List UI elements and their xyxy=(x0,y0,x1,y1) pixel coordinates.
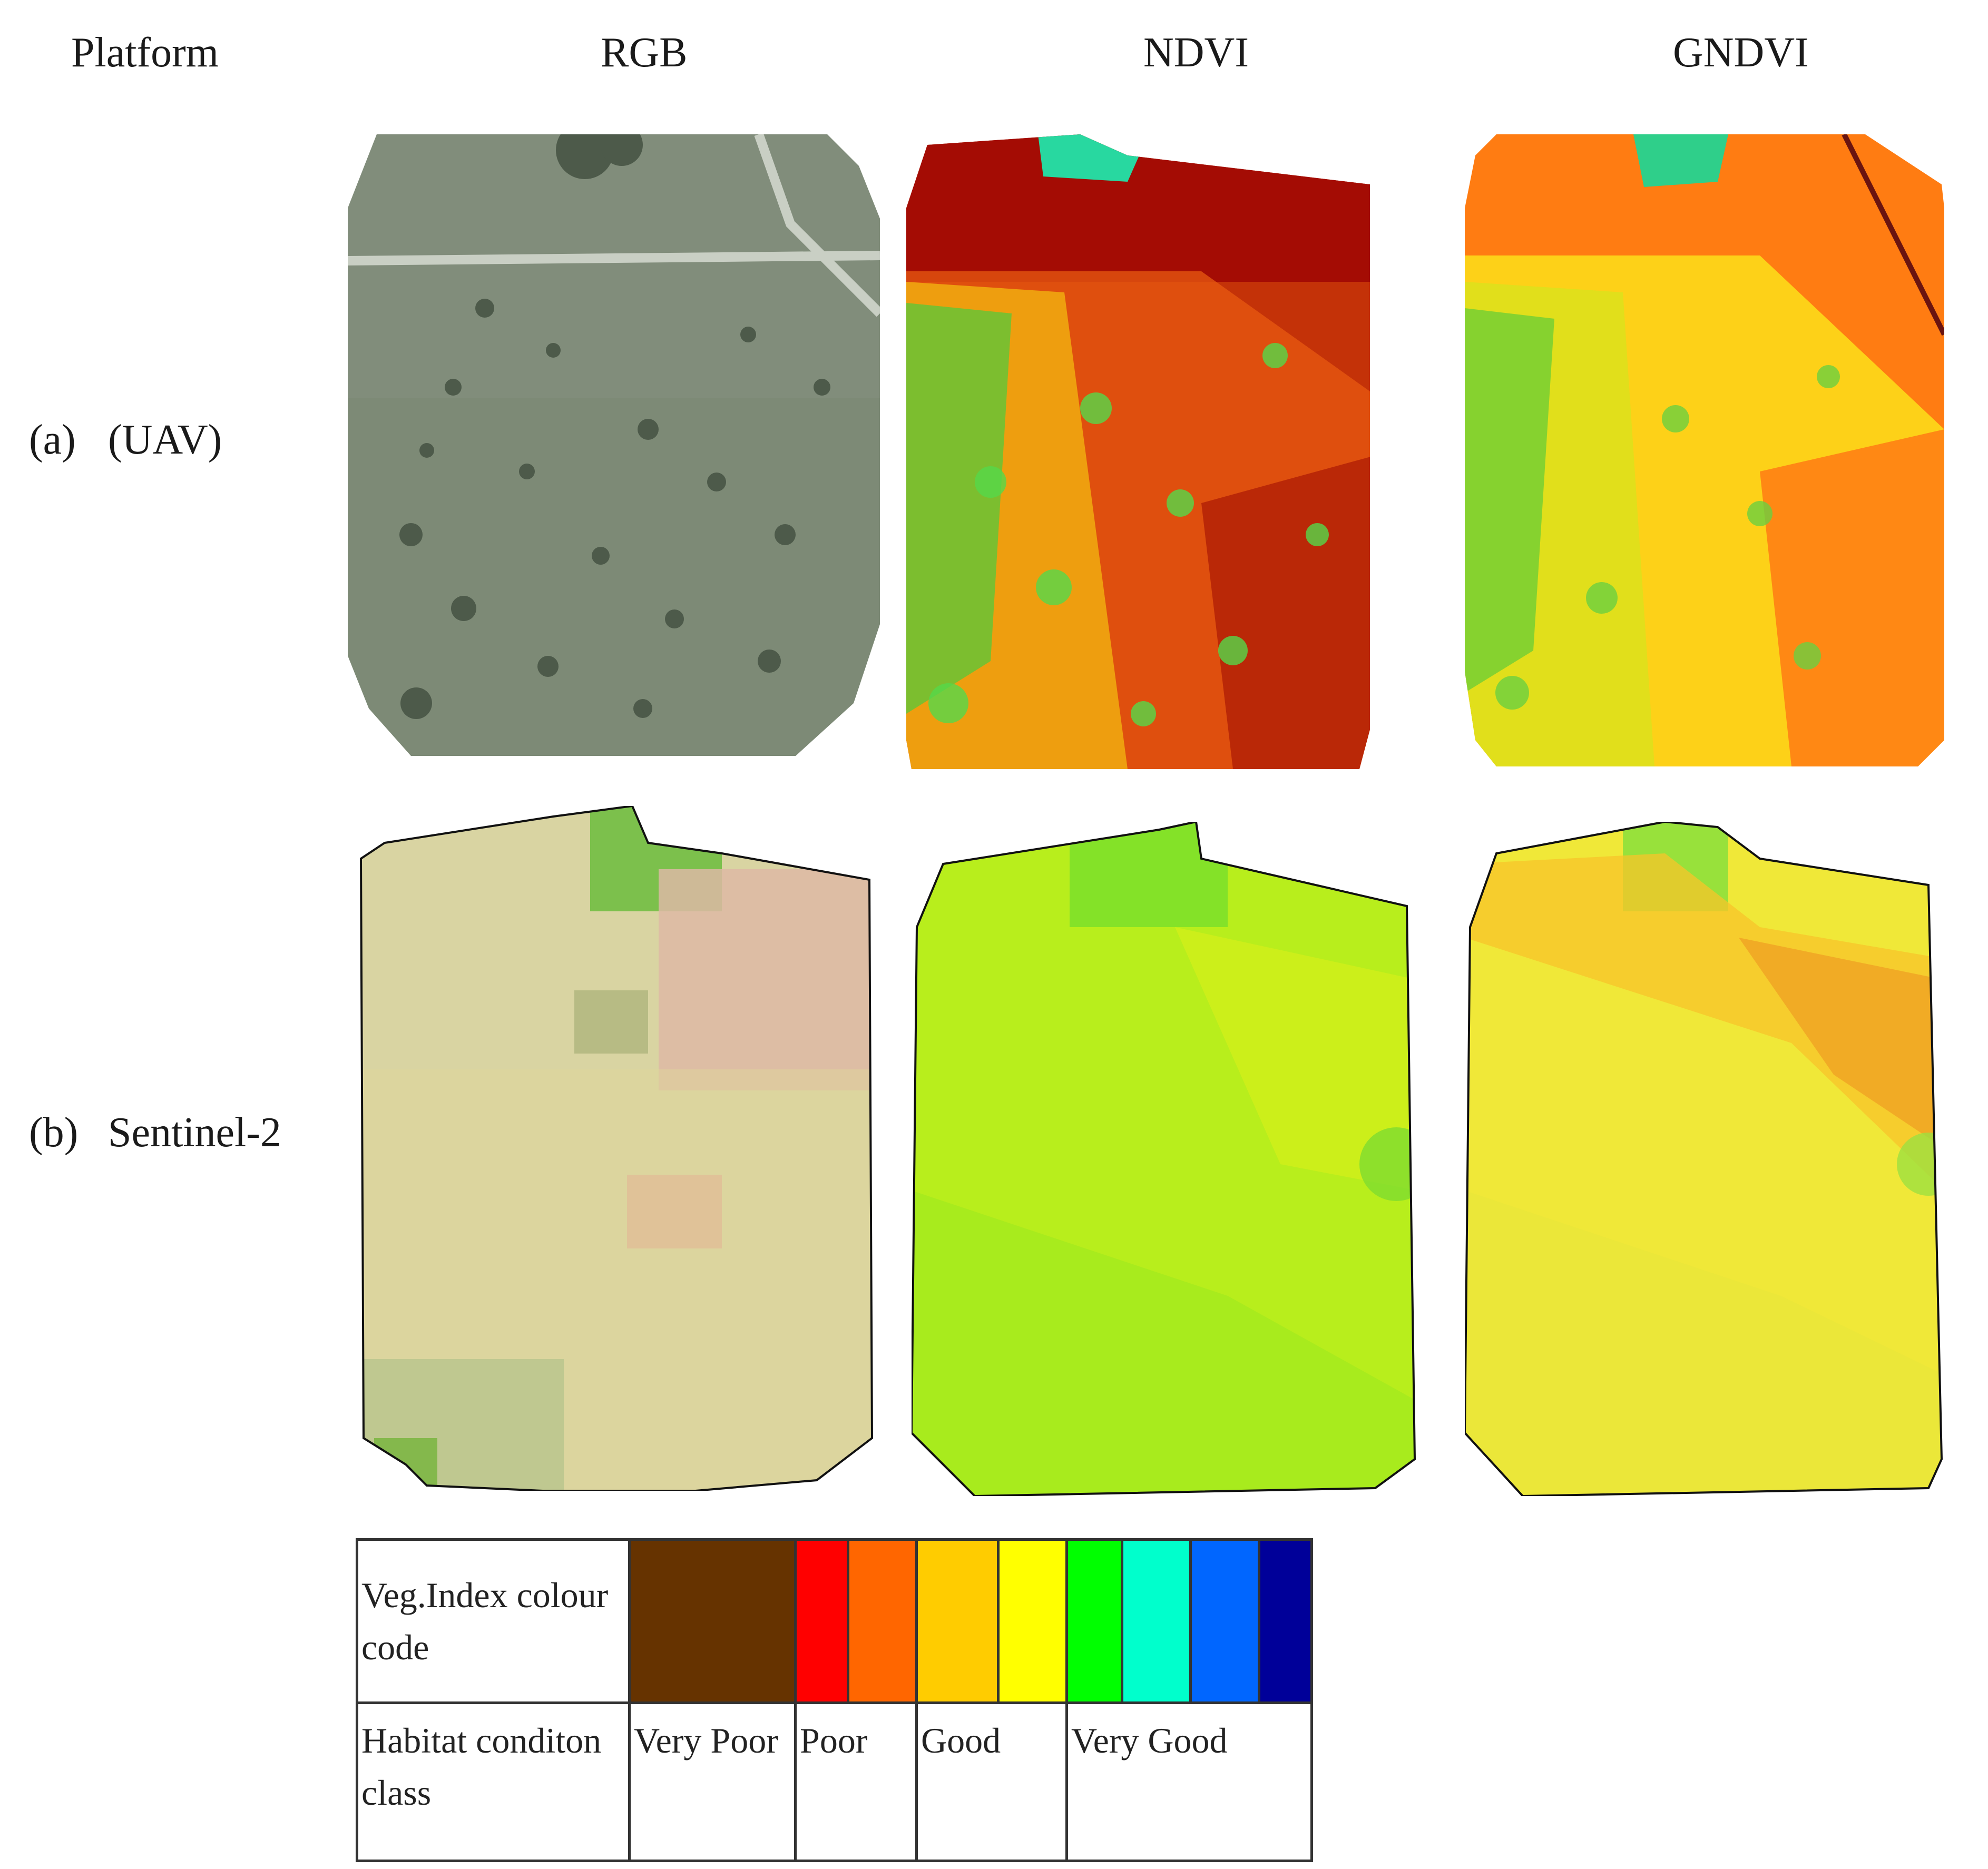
row-letter-b: (b) xyxy=(29,1109,79,1156)
header-gndvi: GNDVI xyxy=(1673,29,1809,76)
class-good: Good xyxy=(915,1701,1068,1862)
swatch-2 xyxy=(847,1538,918,1704)
swatch-6 xyxy=(1121,1538,1192,1704)
header-rgb: RGB xyxy=(601,29,688,76)
row-platform-sentinel: Sentinel-2 xyxy=(108,1109,281,1156)
row-label-sentinel: (b) Sentinel-2 xyxy=(29,1109,281,1157)
legend-class-header: Habitat conditon class xyxy=(356,1701,631,1862)
uav-ndvi-image xyxy=(906,134,1394,769)
legend-class-row: Habitat conditon class Very Poor Poor Go… xyxy=(356,1701,1313,1862)
uav-gndvi-image xyxy=(1465,134,1944,766)
swatch-1 xyxy=(794,1538,849,1704)
swatch-5 xyxy=(1065,1538,1123,1704)
row-label-uav: (a) (UAV) xyxy=(29,416,222,464)
swatch-8 xyxy=(1258,1538,1313,1704)
row-platform-uav: (UAV) xyxy=(108,417,222,463)
class-very-good: Very Good xyxy=(1065,1701,1313,1862)
legend-class-label: Habitat conditon class xyxy=(361,1720,602,1813)
sentinel-ndvi-image xyxy=(912,822,1417,1496)
swatch-7 xyxy=(1189,1538,1260,1704)
row-letter-a: (a) xyxy=(29,417,76,463)
legend-colour-label: Veg.Index colour code xyxy=(361,1575,609,1667)
swatch-0 xyxy=(628,1538,797,1704)
uav-rgb-image xyxy=(348,134,880,756)
sentinel-gndvi-image xyxy=(1465,822,1944,1496)
class-very-poor: Very Poor xyxy=(628,1701,797,1862)
sentinel-rgb-image xyxy=(353,806,875,1491)
class-poor: Poor xyxy=(794,1701,918,1862)
header-platform: Platform xyxy=(71,29,219,76)
legend-colour-row: Veg.Index colour code xyxy=(356,1538,1313,1704)
habitat-legend-table: Veg.Index colour code Habitat conditon c… xyxy=(356,1538,1313,1862)
swatch-3 xyxy=(915,1538,1000,1704)
swatch-4 xyxy=(997,1538,1068,1704)
legend-colour-header: Veg.Index colour code xyxy=(356,1538,631,1704)
header-ndvi: NDVI xyxy=(1143,29,1249,76)
